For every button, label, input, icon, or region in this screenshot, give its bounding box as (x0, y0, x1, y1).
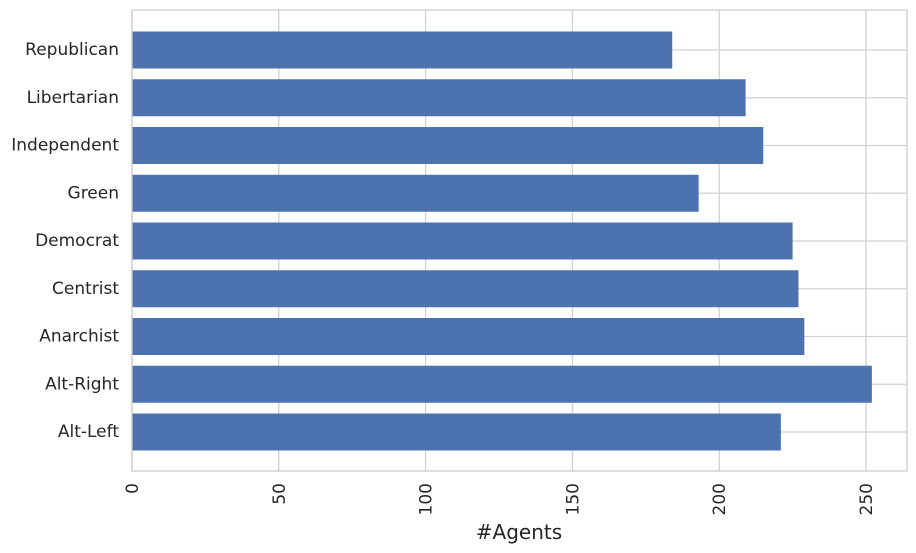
x-tick-label: 250 (857, 483, 877, 515)
y-tick-labels: Republican Libertarian Independent Green Dem… (11, 40, 119, 442)
x-tick-label: 100 (417, 483, 437, 515)
plot-frame (131, 9, 908, 472)
x-tick-labels: 0 50 100 150 200 250 (123, 483, 877, 515)
x-tick-label: 50 (270, 483, 290, 505)
y-tick-label: Green (68, 183, 119, 203)
bar-democrat (132, 222, 793, 260)
bar-republican (132, 31, 673, 69)
bars (132, 31, 872, 451)
y-tick-label: Democrat (35, 231, 119, 251)
y-tick-label: Centrist (52, 279, 119, 299)
bar-libertarian (132, 79, 746, 117)
y-tick-label: Libertarian (27, 88, 119, 108)
y-tick-label: Anarchist (39, 327, 119, 347)
y-tick-label: Republican (25, 40, 119, 60)
y-tick-label: Alt-Left (58, 422, 119, 442)
bar-independent (132, 127, 764, 164)
bar-alt-right (132, 365, 872, 403)
x-tick-label: 200 (710, 483, 730, 515)
bar-alt-left (132, 413, 781, 451)
y-tick-label: Independent (11, 136, 119, 156)
x-axis-title: #Agents (476, 520, 562, 544)
bar-centrist (132, 270, 799, 308)
x-tick-label: 0 (123, 483, 143, 494)
bar-green (132, 174, 699, 212)
x-tick-label: 150 (563, 483, 583, 515)
y-tick-label: Alt-Right (45, 374, 119, 394)
bar-anarchist (132, 318, 805, 355)
